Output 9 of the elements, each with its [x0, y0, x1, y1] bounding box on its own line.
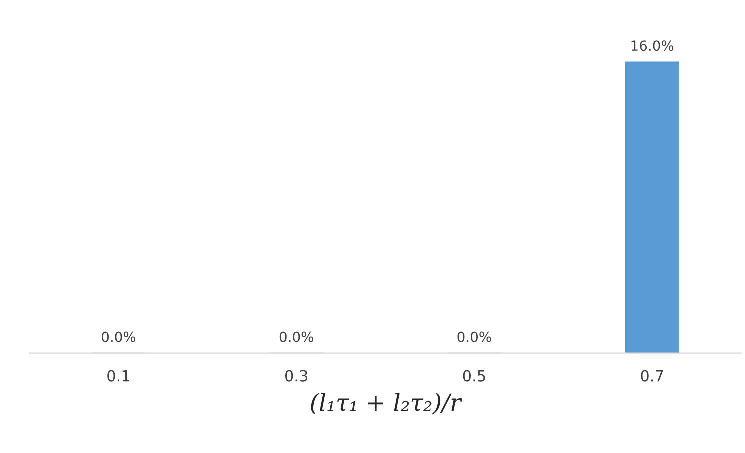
data-label: 0.0% [280, 332, 314, 342]
x-axis-title: (l₁τ₁ + l₂τ₂)/r [311, 393, 462, 415]
x-tick-label: 0.7 [641, 370, 664, 382]
x-tick-label: 0.3 [285, 370, 308, 382]
x-tick-label: 0.1 [108, 370, 130, 382]
data-label: 0.0% [458, 332, 492, 342]
data-label: 0.0% [102, 332, 136, 342]
data-label: 16.0% [632, 40, 674, 52]
x-tick-label: 0.5 [463, 370, 486, 382]
